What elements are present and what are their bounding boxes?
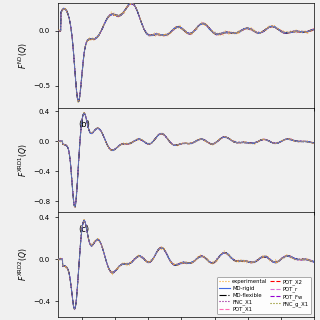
Y-axis label: $F^{\mathrm{ND}}(Q)$: $F^{\mathrm{ND}}(Q)$ xyxy=(17,42,30,69)
Text: (c): (c) xyxy=(78,225,89,234)
Text: (b): (b) xyxy=(78,120,90,129)
Legend: experimental, MD-rigid, MD-flexible, FNC_X1, POT_X1, POT_X2, POT_r, POT_Fw, FNC_: experimental, MD-rigid, MD-flexible, FNC… xyxy=(217,277,311,314)
Y-axis label: $F^{\mathrm{XRD1}}(Q)$: $F^{\mathrm{XRD1}}(Q)$ xyxy=(17,143,30,177)
Y-axis label: $F^{\mathrm{XRD2}}(Q)$: $F^{\mathrm{XRD2}}(Q)$ xyxy=(17,248,30,281)
